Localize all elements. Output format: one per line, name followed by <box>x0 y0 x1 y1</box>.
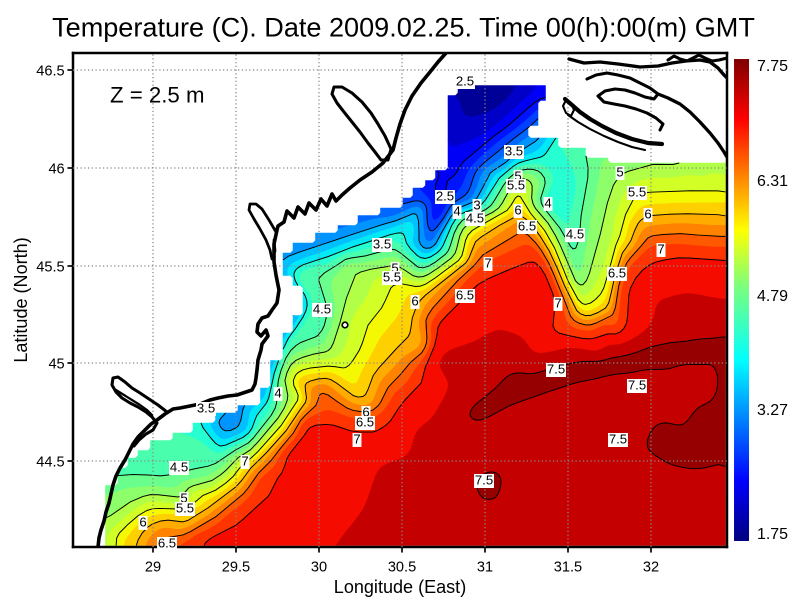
svg-text:46: 46 <box>48 161 64 177</box>
svg-text:3.27: 3.27 <box>757 402 788 419</box>
svg-text:5: 5 <box>180 490 187 505</box>
svg-text:7.5: 7.5 <box>547 361 565 376</box>
svg-text:7.5: 7.5 <box>475 472 493 487</box>
svg-text:3: 3 <box>473 197 480 212</box>
svg-text:Longitude (East): Longitude (East) <box>334 577 466 597</box>
svg-text:32: 32 <box>643 559 659 575</box>
svg-text:Z = 2.5 m: Z = 2.5 m <box>110 83 204 108</box>
svg-text:44.5: 44.5 <box>36 454 64 470</box>
svg-text:5.5: 5.5 <box>507 177 525 192</box>
svg-text:7.5: 7.5 <box>628 377 646 392</box>
svg-text:7.5: 7.5 <box>609 431 627 446</box>
svg-text:30: 30 <box>311 559 327 575</box>
svg-text:29: 29 <box>145 559 161 575</box>
svg-text:6.31: 6.31 <box>757 173 788 190</box>
svg-text:31.5: 31.5 <box>554 559 582 575</box>
svg-text:3.5: 3.5 <box>373 236 391 251</box>
svg-text:6.5: 6.5 <box>518 218 536 233</box>
svg-text:31: 31 <box>477 559 493 575</box>
svg-text:4: 4 <box>274 385 281 400</box>
svg-text:3.5: 3.5 <box>505 143 523 158</box>
svg-text:6: 6 <box>514 202 521 217</box>
svg-text:46.5: 46.5 <box>36 63 64 79</box>
svg-text:4.5: 4.5 <box>566 226 584 241</box>
svg-text:6: 6 <box>362 404 369 419</box>
svg-text:4.79: 4.79 <box>757 288 788 305</box>
svg-text:6: 6 <box>139 514 146 529</box>
svg-text:4.5: 4.5 <box>170 459 188 474</box>
svg-text:45.5: 45.5 <box>36 259 64 275</box>
svg-text:2.5: 2.5 <box>436 188 454 203</box>
svg-text:5.5: 5.5 <box>628 184 646 199</box>
svg-text:6.5: 6.5 <box>456 287 474 302</box>
svg-text:1.75: 1.75 <box>757 526 788 543</box>
svg-text:5.5: 5.5 <box>383 269 401 284</box>
svg-text:Latitude (North): Latitude (North) <box>11 237 31 362</box>
svg-text:6: 6 <box>644 206 651 221</box>
svg-text:7: 7 <box>353 431 360 446</box>
svg-text:2.5: 2.5 <box>456 73 474 88</box>
svg-text:6: 6 <box>411 293 418 308</box>
svg-text:7: 7 <box>657 241 664 256</box>
svg-text:5: 5 <box>391 260 398 275</box>
svg-text:30.5: 30.5 <box>388 559 416 575</box>
svg-text:4: 4 <box>544 195 551 210</box>
svg-text:7: 7 <box>241 453 248 468</box>
svg-text:5: 5 <box>514 168 521 183</box>
svg-text:6.5: 6.5 <box>158 535 176 550</box>
svg-text:4.5: 4.5 <box>466 210 484 225</box>
svg-text:Temperature (C). Date 2009.: Temperature (C). Date 2009.02.25. Time 0… <box>52 12 755 43</box>
svg-text:6.5: 6.5 <box>608 265 626 280</box>
svg-text:4: 4 <box>453 203 460 218</box>
svg-text:7.75: 7.75 <box>757 58 788 75</box>
svg-text:5.5: 5.5 <box>176 500 194 515</box>
svg-text:29.5: 29.5 <box>222 559 250 575</box>
svg-text:7: 7 <box>554 295 561 310</box>
svg-text:3.5: 3.5 <box>197 400 215 415</box>
svg-text:7: 7 <box>484 255 491 270</box>
svg-text:5: 5 <box>616 164 623 179</box>
svg-text:4.5: 4.5 <box>313 301 331 316</box>
svg-text:45: 45 <box>48 356 64 372</box>
svg-text:6.5: 6.5 <box>356 414 374 429</box>
